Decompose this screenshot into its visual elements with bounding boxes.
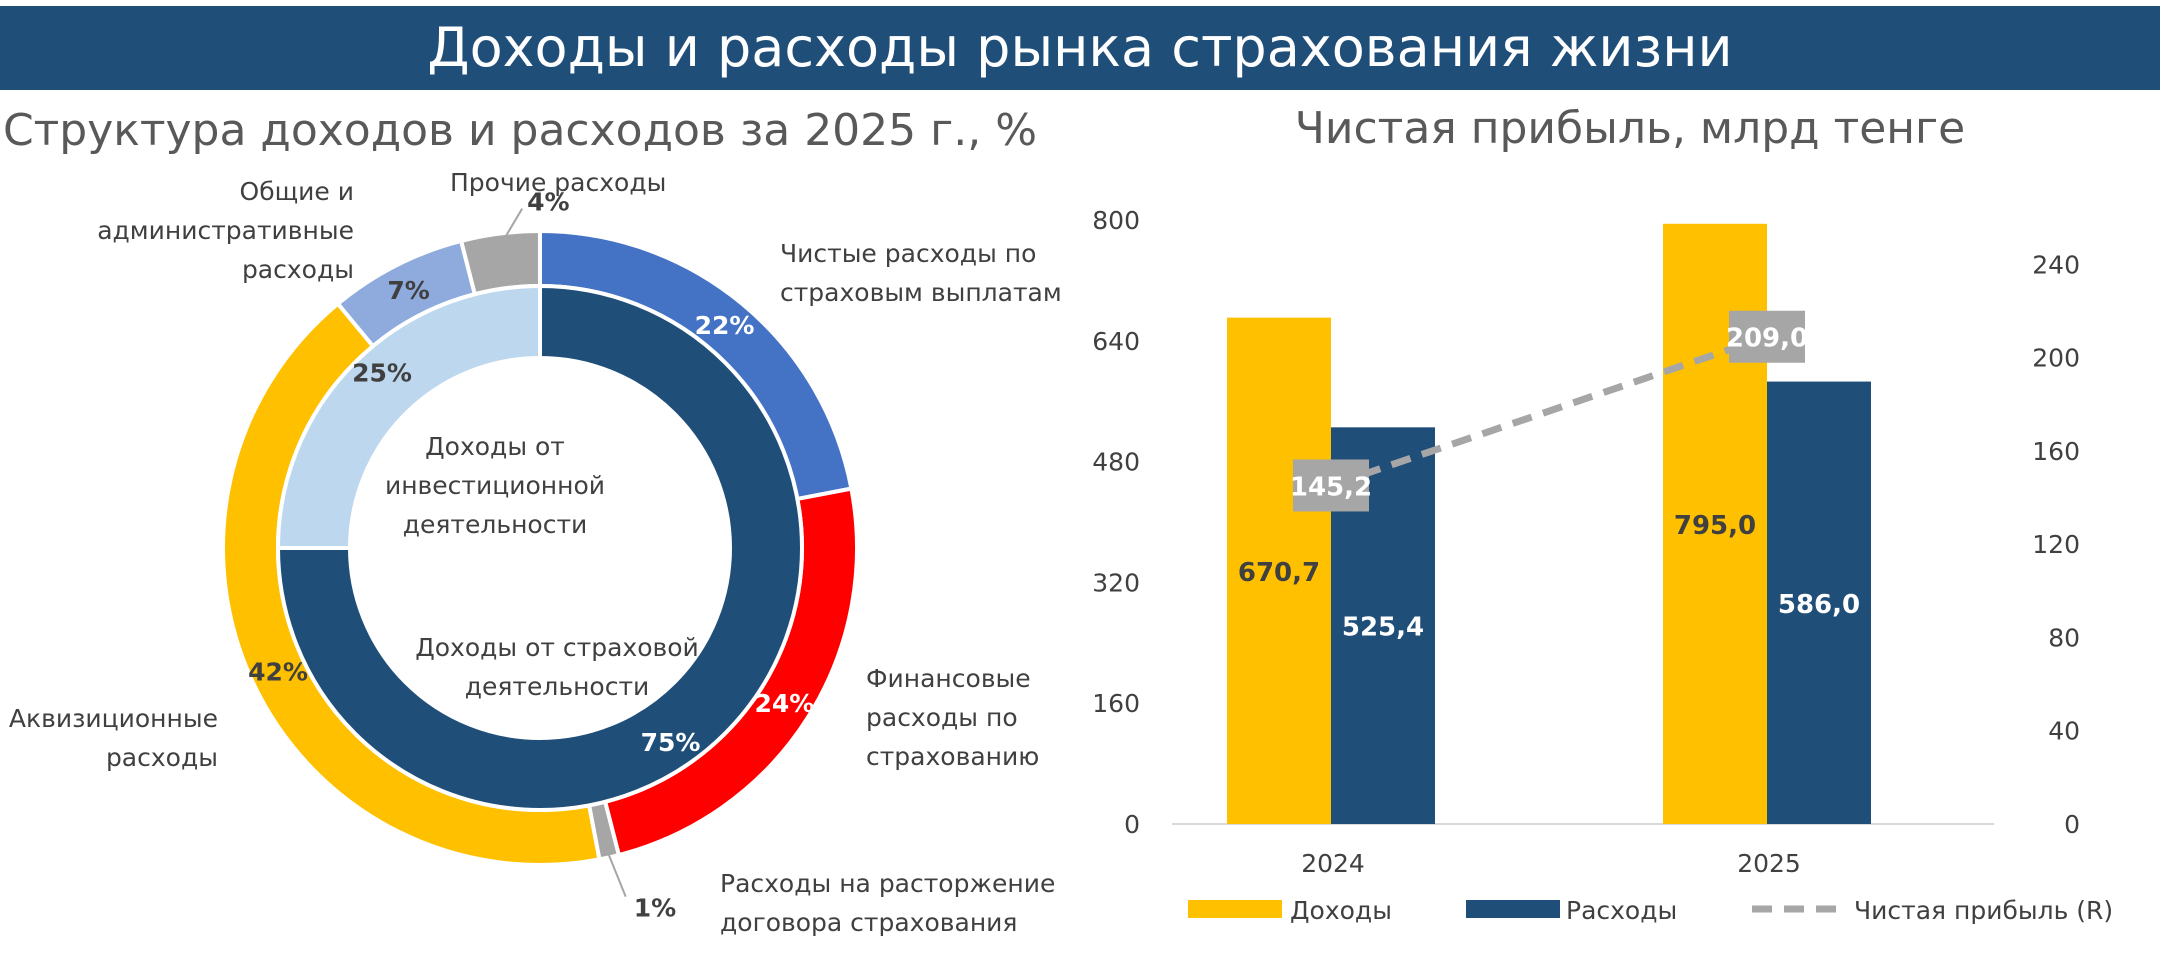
outer-slice-value-label: 4%: [527, 188, 569, 217]
outer-slice-category-label-line: Прочие расходы: [450, 168, 666, 197]
net-profit-value-label: 209,0: [1726, 324, 1808, 354]
inner-slice-category-label-line: инвестиционной: [385, 471, 605, 500]
inner-slice-value-label: 75%: [641, 728, 701, 757]
page-title-banner: Доходы и расходы рынка страхования жизни: [0, 6, 2160, 90]
bar-expense: [1767, 381, 1871, 824]
y-left-tick-label: 800: [1092, 206, 1140, 235]
bar-income: [1227, 317, 1331, 824]
bar-chart: Чистая прибыль, млрд тенге 0 160 320 480 640 8…: [1092, 103, 2113, 925]
outer-slice-value-label: 42%: [248, 657, 308, 686]
legend-expense-swatch: [1466, 900, 1560, 918]
outer-slice-category-label-line: Расходы на расторжение: [720, 869, 1055, 898]
leader-line: [607, 853, 627, 898]
bar-value-label: 670,7: [1238, 558, 1320, 588]
outer-slice-value-label: 24%: [755, 689, 815, 718]
x-category-label: 2025: [1737, 849, 1801, 878]
outer-slice-value-label: 22%: [695, 311, 755, 340]
inner-ring-slice: [275, 283, 542, 550]
y-right-tick-label: 0: [2064, 810, 2080, 839]
outer-slice-category-label-line: административные: [97, 216, 354, 245]
inner-slice-category-label-line: Доходы от: [425, 432, 565, 461]
outer-slice-category-label-line: страхованию: [866, 742, 1039, 771]
y-left-tick-label: 320: [1092, 568, 1140, 597]
outer-slice-category-label-line: Финансовые: [866, 664, 1031, 693]
outer-slice-value-label: 7%: [387, 276, 429, 305]
x-category-label: 2024: [1301, 849, 1365, 878]
bar-value-label: 525,4: [1342, 613, 1424, 643]
net-profit-value-label: 145,2: [1290, 472, 1372, 502]
outer-slice-category-label-line: страховым выплатам: [780, 278, 1060, 307]
y-right-tick-label: 40: [2048, 717, 2080, 746]
inner-slice-value-label: 25%: [352, 359, 412, 388]
y-left-tick-label: 640: [1092, 327, 1140, 356]
net-profit-point-box: [1293, 459, 1369, 512]
outer-slice-category-label-line: Общие и: [240, 177, 354, 206]
net-profit-point-box: [1729, 310, 1805, 363]
outer-slice-category-label-line: расходы: [242, 255, 354, 284]
inner-slice-category-label-line: деятельности: [465, 672, 650, 701]
y-left-tick-label: 0: [1124, 810, 1140, 839]
page-title: Доходы и расходы рынка страхования жизни: [427, 16, 1733, 79]
y-right-tick-label: 120: [2032, 530, 2080, 559]
outer-slice-value-label: 1%: [634, 894, 676, 923]
y-left-tick-label: 480: [1092, 448, 1140, 477]
inner-slice-category-label-line: деятельности: [403, 510, 588, 539]
bar-value-label: 795,0: [1674, 511, 1756, 541]
outer-slice-category-label-line: расходы: [106, 743, 218, 772]
inner-ring-slice: [275, 283, 804, 812]
y-right-tick-label: 240: [2032, 250, 2080, 279]
outer-slice-category-label-line: договора страхования: [720, 908, 1017, 937]
net-profit-line: [1329, 333, 1769, 489]
y-left-tick-label: 160: [1092, 689, 1140, 718]
legend-expense-label: Расходы: [1566, 896, 1677, 925]
y-right-tick-label: 160: [2032, 437, 2080, 466]
outer-slice-category-label-line: расходы по: [866, 703, 1018, 732]
legend-net-profit-label: Чистая прибыль (R): [1854, 896, 2113, 925]
bar-value-label: 586,0: [1778, 590, 1860, 620]
donut-chart: Структура доходов и расходов за 2025 г.,…: [3, 105, 1060, 937]
outer-slice-category-label-line: Чистые расходы по: [780, 239, 1036, 268]
leader-line: [500, 208, 523, 244]
y-right-tick-label: 80: [2048, 623, 2080, 652]
bar-chart-title: Чистая прибыль, млрд тенге: [1295, 103, 1966, 154]
inner-slice-category-label-line: Доходы от страховой: [415, 633, 699, 662]
outer-slice-category-label-line: Аквизиционные: [9, 704, 218, 733]
legend-income-label: Доходы: [1290, 896, 1392, 925]
legend-income-swatch: [1188, 900, 1282, 918]
y-right-tick-label: 200: [2032, 344, 2080, 373]
donut-title: Структура доходов и расходов за 2025 г.,…: [3, 105, 1037, 156]
